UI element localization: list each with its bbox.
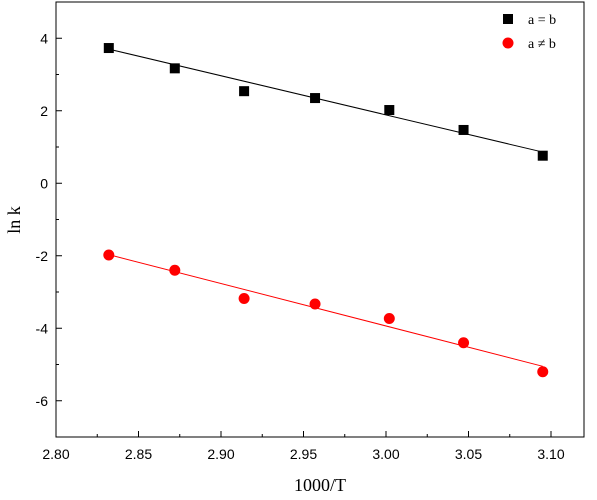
y-tick-label: -6 — [36, 393, 49, 409]
fit-line — [108, 254, 543, 367]
data-point-circle — [458, 337, 470, 349]
x-axis: 2.80 2.85 2.90 2.95 3.00 3.05 3.10 — [42, 431, 565, 462]
legend-marker-circle — [502, 37, 514, 49]
plot-frame — [55, 1, 585, 438]
x-axis-title: 1000/T — [294, 475, 346, 495]
x-tick-label: 3.10 — [537, 446, 564, 462]
data-point-square — [458, 124, 469, 135]
data-point-square — [384, 105, 395, 116]
x-tick-label: 3.00 — [372, 446, 399, 462]
data-point-circle — [169, 264, 181, 276]
legend-label: a = b — [528, 13, 556, 28]
y-tick-label: 0 — [40, 175, 48, 191]
x-tick-label: 2.80 — [42, 446, 69, 462]
data-point-circle — [383, 312, 395, 324]
x-tick-label: 3.05 — [455, 446, 482, 462]
y-tick-label: 2 — [40, 103, 48, 119]
x-tick-label: 2.90 — [207, 446, 234, 462]
data-point-circle — [103, 249, 115, 261]
fit-lines — [108, 48, 543, 367]
data-point-square — [169, 63, 180, 74]
y-tick-label: -2 — [36, 248, 49, 264]
data-markers — [103, 43, 549, 378]
data-point-square — [310, 93, 321, 104]
data-point-square — [537, 150, 548, 161]
y-tick-label: -4 — [36, 320, 49, 336]
legend-label: a ≠ b — [528, 37, 556, 52]
x-tick-label: 2.85 — [125, 446, 152, 462]
data-point-circle — [238, 293, 250, 305]
data-point-circle — [537, 366, 549, 378]
fit-line — [108, 48, 543, 153]
data-point-square — [103, 43, 114, 54]
y-tick-label: 4 — [40, 30, 48, 46]
y-axis: -6 -4 -2 0 2 4 — [36, 1, 62, 438]
data-point-circle — [309, 298, 321, 310]
data-point-square — [239, 86, 250, 97]
x-tick-label: 2.95 — [290, 446, 317, 462]
legend: a = b a ≠ b — [502, 13, 556, 52]
legend-marker-square — [503, 14, 513, 24]
y-axis-title: ln k — [4, 206, 24, 234]
